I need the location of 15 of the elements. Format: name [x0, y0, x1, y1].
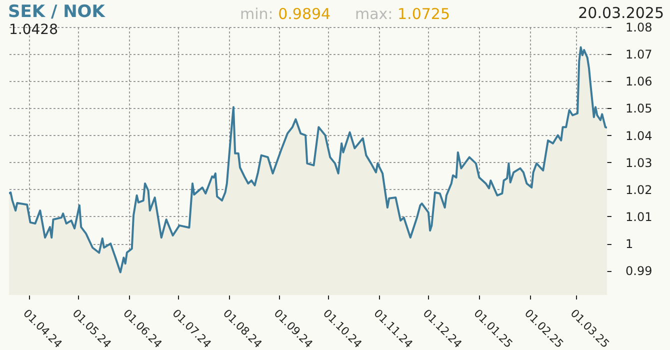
- y-tick-label: 1.08: [626, 20, 652, 34]
- y-tick-label: 1: [626, 237, 634, 252]
- y-tick-label: 1.03: [626, 156, 652, 170]
- y-tick-label: 0.99: [626, 264, 652, 278]
- y-tick-label: 1.04: [626, 128, 652, 143]
- y-tick-label: 1.06: [626, 74, 652, 89]
- y-tick-label: 1.01: [626, 210, 652, 224]
- y-tick-label: 1.05: [626, 102, 652, 116]
- annotation: 1.0428: [9, 22, 58, 38]
- y-tick-label: 1.02: [626, 182, 652, 197]
- y-tick-label: 1.07: [626, 48, 652, 62]
- text: 20.03.2025: [578, 4, 664, 22]
- text: max: 1.0725: [355, 5, 450, 23]
- chart-title: SEK / NOK: [8, 2, 105, 22]
- text: min: 0.9894: [240, 5, 331, 23]
